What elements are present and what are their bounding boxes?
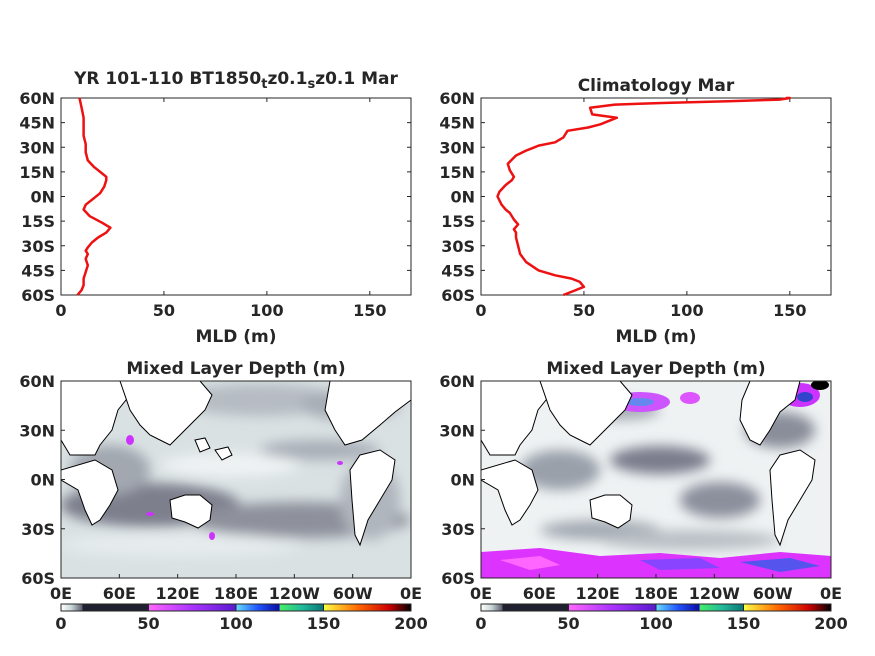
x-tick-label: 0E (470, 584, 492, 603)
x-tick-label: 50 (153, 301, 175, 320)
y-tick-label: 60S (441, 286, 475, 305)
x-tick-label: 0 (55, 301, 66, 320)
plot-frame (480, 97, 832, 296)
map-plot-climatology: Mixed Layer Depth (m) (439, 359, 847, 633)
colorbar-tick-label: 200 (394, 614, 427, 633)
x-tick-label: 50 (573, 301, 595, 320)
plot-title-climatology: Climatology Mar (578, 76, 735, 96)
y-tick-label: 60N (439, 89, 475, 108)
colorbar-segment (699, 604, 744, 611)
colorbar-tick-label: 0 (55, 614, 66, 633)
colorbar-segment (279, 604, 324, 611)
y-tick-label: 60N (19, 89, 55, 108)
y-tick-label: 30S (441, 237, 475, 256)
title-part: s (307, 77, 315, 92)
x-tick-label: 120E (576, 584, 620, 603)
colorbar-tick-label: 50 (137, 614, 159, 633)
continents (61, 381, 411, 547)
colorbar-tick-label: 0 (475, 614, 486, 633)
y-tick-label: 0N (30, 188, 55, 207)
x-tick-label: 100 (250, 301, 283, 320)
x-tick-label: 150 (353, 301, 386, 320)
x-tick-label: 60E (103, 584, 136, 603)
continents (481, 381, 816, 547)
y-tick-label: 60N (19, 372, 55, 391)
map-title-climatology: Mixed Layer Depth (m) (546, 359, 765, 379)
x-tick-label: 180E (634, 584, 678, 603)
profile-plot-model: YR 101-110 BT1850tz0.1sz0.1 Mar 60N 45N 30… (19, 69, 412, 347)
y-tick-label: 30N (19, 421, 55, 440)
y-tick-label: 60S (21, 286, 55, 305)
x-axis-label: MLD (m) (195, 327, 276, 347)
colorbar-segment (568, 604, 656, 611)
y-tick-label: 45S (21, 261, 55, 280)
x-tick-label: 60E (523, 584, 556, 603)
colorbar-tick-label: 150 (307, 614, 340, 633)
y-tick-label: 45S (441, 261, 475, 280)
y-tick-label: 30S (21, 237, 55, 256)
y-tick-label: 30N (439, 421, 475, 440)
x-tick-label: 0E (820, 584, 842, 603)
y-tick-label: 15S (21, 212, 55, 231)
title-part: z0.1 (267, 69, 307, 89)
x-tick-label: 60W (753, 584, 793, 603)
x-tick-label: 120E (156, 584, 200, 603)
x-tick-label: 150 (773, 301, 806, 320)
plot-frame (60, 97, 412, 296)
mld-field (61, 381, 411, 578)
profile-plot-climatology: Climatology Mar 60N 45N 30N 15N 0N 15S 30S 45S 6… (439, 76, 832, 347)
y-tick-label: 45N (19, 114, 55, 133)
x-tick-label: 180E (214, 584, 258, 603)
x-tick-label: 100 (670, 301, 703, 320)
colorbar-segment (481, 604, 569, 611)
title-part: YR 101-110 BT1850 (73, 69, 261, 89)
y-tick-label: 60S (441, 569, 475, 588)
y-tick-label: 0N (450, 188, 475, 207)
y-tick-label: 30N (439, 138, 475, 157)
colorbar-segment (656, 604, 700, 611)
x-tick-label: 0E (50, 584, 72, 603)
x-axis-label: MLD (m) (615, 327, 696, 347)
y-tick-label: 30S (21, 520, 55, 539)
colorbar-segment (148, 604, 236, 611)
title-part: z0.1 Mar (315, 69, 398, 89)
y-tick-label: 30N (19, 138, 55, 157)
y-tick-label: 0N (450, 471, 475, 490)
y-tick-label: 15N (19, 163, 55, 182)
x-tick-label: 120W (269, 584, 320, 603)
y-tick-label: 60N (439, 372, 475, 391)
colorbar-tick-label: 50 (557, 614, 579, 633)
x-tick-label: 0E (400, 584, 422, 603)
colorbar-tick-label: 100 (639, 614, 672, 633)
colorbar-tick-label: 100 (219, 614, 252, 633)
colorbar-segment (236, 604, 280, 611)
x-tick-label: 60W (333, 584, 373, 603)
x-tick-label: 0 (475, 301, 486, 320)
map-title-model: Mixed Layer Depth (m) (126, 359, 345, 379)
colorbar-segment (743, 604, 831, 611)
y-tick-label: 45N (439, 114, 475, 133)
colorbar-segment (61, 604, 149, 611)
mld-profile-line (76, 97, 112, 296)
map-plot-model: Mixed Layer Depth (m) (19, 359, 427, 633)
y-tick-label: 0N (30, 471, 55, 490)
mld-field (481, 381, 831, 578)
y-tick-label: 60S (21, 569, 55, 588)
title-part: t (261, 77, 267, 92)
colorbar-tick-label: 150 (727, 614, 760, 633)
y-tick-label: 30S (441, 520, 475, 539)
colorbar-segment (323, 604, 411, 611)
y-tick-label: 15N (439, 163, 475, 182)
colorbar-tick-label: 200 (814, 614, 847, 633)
y-tick-label: 15S (441, 212, 475, 231)
mld-profile-line (496, 96, 792, 297)
x-tick-label: 120W (689, 584, 740, 603)
plot-title-model: YR 101-110 BT1850tz0.1sz0.1 Mar (73, 69, 398, 92)
